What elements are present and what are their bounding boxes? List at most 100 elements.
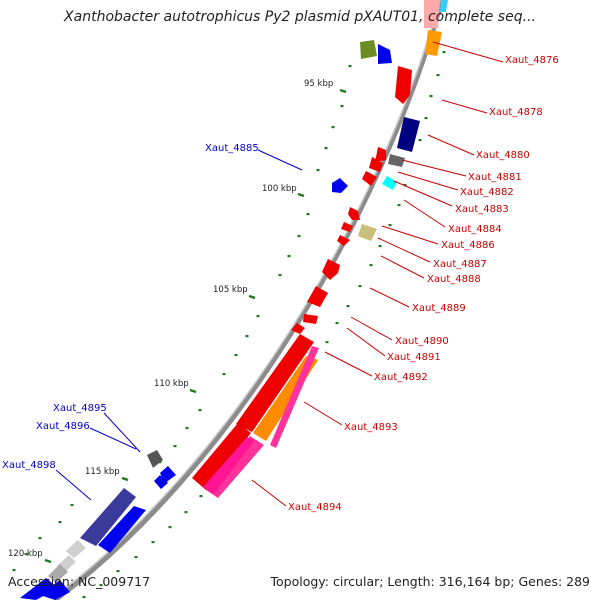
minor-tick (185, 427, 189, 430)
gene-label: Xaut_4883 (455, 204, 509, 215)
minor-tick (346, 305, 350, 308)
gene-red-3 (369, 157, 383, 172)
minor-tick (331, 126, 335, 129)
gene-blue-6 (20, 578, 58, 600)
gene-label-connector (401, 159, 467, 177)
gene-label: Xaut_4891 (387, 352, 441, 363)
gene-blue-1 (378, 44, 392, 64)
gene-label: Xaut_4887 (433, 259, 487, 270)
summary-text: Topology: circular; Length: 316,164 bp; … (270, 574, 591, 589)
gene-blue-3 (160, 466, 176, 483)
gene-label-connector (89, 427, 137, 450)
minor-tick (418, 139, 422, 142)
minor-tick (325, 341, 329, 344)
minor-tick (358, 285, 362, 288)
minor-tick (168, 526, 172, 529)
major-tick (44, 558, 52, 564)
gene-navy (397, 117, 420, 152)
minor-tick (388, 224, 392, 227)
gene-gray-1 (147, 450, 163, 468)
gene-cyan-top (440, 0, 448, 12)
gene-label-connector (350, 316, 393, 341)
gene-label: Xaut_4890 (395, 336, 449, 347)
gene-label-connector (381, 225, 439, 245)
gene-label-connector (397, 171, 459, 191)
minor-tick (436, 74, 440, 77)
minor-tick (222, 373, 226, 376)
minor-tick (397, 204, 401, 207)
gene-pink-light (424, 0, 440, 28)
gene-label-connector (380, 255, 425, 279)
minor-tick (38, 537, 42, 540)
minor-tick (198, 409, 202, 412)
major-tick (297, 192, 305, 198)
gene-label-connector (103, 412, 141, 453)
gene-red-2 (375, 147, 386, 162)
minor-tick (278, 274, 282, 277)
gene-label-connector (324, 351, 373, 377)
gene-label: Xaut_4892 (374, 372, 428, 383)
minor-tick (348, 65, 352, 68)
gene-lightgray-1 (66, 540, 86, 558)
gene-label: Xaut_4886 (441, 240, 495, 251)
minor-tick (184, 511, 188, 514)
minor-tick (70, 504, 74, 507)
gene-red-4 (362, 171, 377, 186)
gene-label-connector (377, 237, 431, 263)
tick-label: 110 kbp (154, 379, 189, 389)
gene-khaki (358, 224, 377, 241)
gene-label-connector (55, 469, 92, 501)
gene-label: Xaut_4876 (505, 55, 559, 66)
gene-red-11 (291, 323, 305, 334)
minor-tick (99, 584, 103, 587)
gene-label-connector (393, 180, 453, 207)
gene-label: Xaut_4893 (344, 422, 398, 433)
gene-label: Xaut_4896 (36, 421, 90, 432)
gene-darkslate (80, 488, 136, 546)
minor-tick (335, 322, 339, 325)
gene-label: Xaut_4889 (412, 303, 466, 314)
minor-tick (58, 521, 62, 524)
gene-label: Xaut_4898 (2, 460, 56, 471)
minor-tick (199, 495, 203, 498)
gene-label: Xaut_4895 (53, 403, 107, 414)
minor-tick (324, 147, 328, 150)
gene-label: Xaut_4885 (205, 143, 259, 154)
gene-label-connector (369, 287, 410, 308)
gene-label: Xaut_4881 (468, 172, 522, 183)
gene-label-connector (403, 199, 446, 228)
gene-label-connector (257, 149, 303, 171)
minor-tick (369, 264, 373, 267)
minor-tick (306, 213, 310, 216)
backbone-arc (53, 0, 445, 603)
gene-blue-2 (332, 178, 348, 193)
gene-pink-1 (270, 346, 319, 448)
major-tick (121, 476, 129, 482)
minor-tick (297, 235, 301, 238)
minor-tick (429, 95, 433, 98)
minor-tick (442, 51, 446, 54)
gene-red-6 (341, 222, 353, 232)
minor-tick (151, 541, 155, 544)
gene-label: Xaut_4884 (448, 224, 502, 235)
map-title: Xanthobacter autotrophicus Py2 plasmid p… (64, 9, 536, 25)
gene-label-connector (346, 327, 386, 357)
minor-tick (378, 245, 382, 248)
tick-label: 95 kbp (304, 79, 333, 89)
gene-gray-3 (388, 154, 405, 167)
gene-red-9 (307, 286, 328, 307)
tick-label: 100 kbp (262, 184, 297, 194)
major-tick (248, 294, 256, 300)
minor-tick (12, 569, 16, 572)
minor-tick (173, 445, 177, 448)
gene-gray-2 (48, 564, 68, 583)
gene-orange-1 (425, 30, 442, 56)
gene-label-connector (251, 479, 287, 507)
gene-red-1 (395, 66, 412, 104)
minor-tick (316, 169, 320, 172)
major-tick (189, 388, 197, 394)
gene-label: Xaut_4894 (288, 502, 342, 513)
gene-label-connector (441, 99, 488, 114)
gene-label: Xaut_4880 (476, 150, 530, 161)
minor-tick (287, 255, 291, 258)
